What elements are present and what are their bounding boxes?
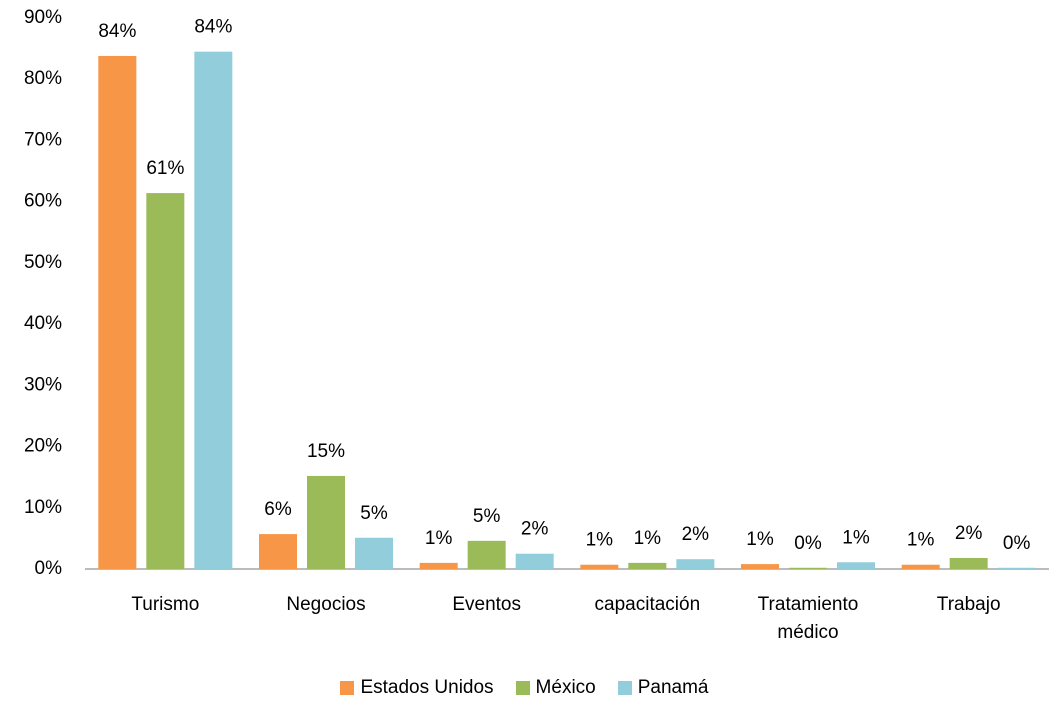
x-tick-label: capacitación xyxy=(594,594,701,615)
x-tick-label: Tratamiento médico xyxy=(757,594,859,643)
data-label: 0% xyxy=(794,533,822,554)
legend-item: Estados Unidos xyxy=(340,677,494,699)
bar xyxy=(901,564,940,569)
data-label: 1% xyxy=(907,530,935,551)
bar xyxy=(676,559,715,569)
data-label: 84% xyxy=(194,17,232,38)
bar xyxy=(419,562,458,569)
y-tick-label: 60% xyxy=(24,191,62,212)
bar xyxy=(515,553,554,569)
legend-swatch xyxy=(617,681,632,695)
y-tick-label: 0% xyxy=(35,558,63,579)
bar xyxy=(628,562,667,569)
legend-swatch xyxy=(340,681,355,695)
bar xyxy=(789,567,827,569)
legend-swatch xyxy=(515,681,530,695)
y-tick-label: 10% xyxy=(24,497,62,518)
legend-item: México xyxy=(515,677,596,699)
bar xyxy=(355,537,393,569)
x-tick-label: Turismo xyxy=(131,594,200,615)
y-tick-label: 70% xyxy=(24,129,62,150)
data-label: 15% xyxy=(307,441,345,462)
y-tick-label: 40% xyxy=(24,313,62,334)
data-label: 1% xyxy=(586,530,614,551)
legend-label: México xyxy=(535,677,596,698)
data-label: 1% xyxy=(746,529,774,550)
data-label: 84% xyxy=(98,21,136,42)
data-label: 1% xyxy=(425,528,453,549)
y-tick-label: 50% xyxy=(24,252,62,273)
data-label: 2% xyxy=(955,523,983,544)
legend: Estados Unidos México Panamá xyxy=(0,677,1049,699)
data-label: 61% xyxy=(146,158,184,179)
bar xyxy=(741,564,779,569)
data-label: 6% xyxy=(264,499,292,520)
bar xyxy=(307,475,345,569)
bar xyxy=(580,564,619,569)
x-tick-label: Eventos xyxy=(452,594,521,615)
bar xyxy=(194,51,233,569)
y-tick-label: 20% xyxy=(24,436,62,457)
bar xyxy=(467,540,506,569)
bar xyxy=(837,562,875,569)
data-label: 1% xyxy=(634,528,662,549)
data-label: 5% xyxy=(473,506,501,527)
bar xyxy=(997,567,1036,569)
y-tick-label: 90% xyxy=(24,7,62,28)
bar xyxy=(146,193,185,569)
data-label: 1% xyxy=(842,527,870,548)
y-tick-label: 80% xyxy=(24,68,62,89)
bar xyxy=(98,55,137,570)
data-label: 2% xyxy=(521,519,549,540)
legend-item: Panamá xyxy=(617,677,709,699)
bar xyxy=(949,557,988,569)
x-tick-label: Negocios xyxy=(286,594,366,615)
legend-label: Estados Unidos xyxy=(360,677,494,698)
data-label: 2% xyxy=(682,524,710,545)
bar xyxy=(259,534,297,569)
data-label: 0% xyxy=(1003,533,1031,554)
x-tick-label: Trabajo xyxy=(936,594,1001,615)
data-label: 5% xyxy=(360,503,388,524)
y-tick-label: 30% xyxy=(24,374,62,395)
legend-label: Panamá xyxy=(637,677,709,698)
